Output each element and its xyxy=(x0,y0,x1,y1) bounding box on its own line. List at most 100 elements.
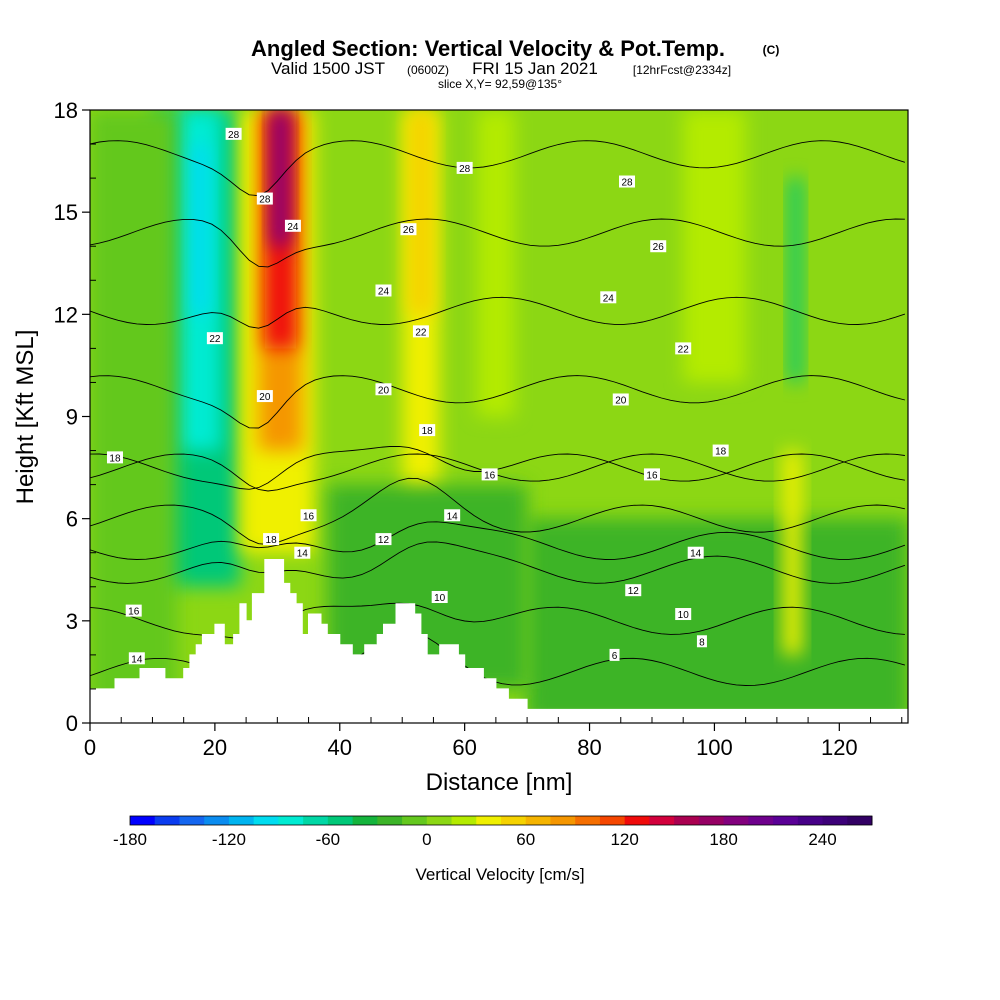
contour-label: 18 xyxy=(419,424,436,437)
contour-label-text: 18 xyxy=(715,447,727,458)
contour-label-text: 26 xyxy=(653,242,665,253)
colorbar-swatch xyxy=(402,816,428,825)
velocity-region xyxy=(527,518,908,723)
y-tick-label: 9 xyxy=(66,405,78,430)
contour-label: 14 xyxy=(128,652,145,665)
colorbar-swatch xyxy=(303,816,329,825)
colorbar-swatch xyxy=(847,816,873,825)
x-tick-label: 120 xyxy=(821,735,858,760)
contour-label-text: 12 xyxy=(378,535,390,546)
contour-label-text: 16 xyxy=(484,470,496,481)
colorbar-swatch xyxy=(525,816,551,825)
contour-label: 18 xyxy=(263,533,280,546)
contour-line xyxy=(90,375,906,429)
contour-label-box xyxy=(419,424,436,437)
contour-line xyxy=(90,541,906,584)
x-tick-label: 20 xyxy=(203,735,227,760)
contour-label: 16 xyxy=(300,509,317,522)
contour-label: 20 xyxy=(256,390,273,403)
contour-label-box xyxy=(375,284,392,297)
contour-label-box xyxy=(431,590,448,603)
contour-label-box xyxy=(256,390,273,403)
colorbar-swatch xyxy=(154,816,180,825)
contour-label-text: 18 xyxy=(422,426,434,437)
contour-label-text: 28 xyxy=(259,195,271,206)
colorbar-tick-label: 180 xyxy=(709,830,737,849)
contour-label-box xyxy=(687,546,704,559)
contour-label-text: 24 xyxy=(378,286,390,297)
contour-label: 26 xyxy=(650,240,667,253)
colorbar-swatch xyxy=(624,816,650,825)
colorbar-swatch xyxy=(476,816,502,825)
contour-label: 8 xyxy=(696,635,707,648)
contour-label-box xyxy=(675,342,692,355)
contour-line xyxy=(90,477,905,545)
y-tick-label: 6 xyxy=(66,507,78,532)
slice-info: slice X,Y= 92,59@135° xyxy=(438,77,562,91)
contour-label-text: 28 xyxy=(621,178,633,189)
x-tick-label: 0 xyxy=(84,735,96,760)
contour-label: 16 xyxy=(125,604,142,618)
velocity-region xyxy=(683,110,746,383)
contour-line xyxy=(90,140,906,197)
colorbar-swatch xyxy=(204,816,230,825)
contour-label-text: 18 xyxy=(109,453,121,464)
contour-label-box xyxy=(400,223,417,236)
x-tick-label: 40 xyxy=(328,735,352,760)
velocity-field xyxy=(90,110,908,723)
contour-label-text: 28 xyxy=(228,130,240,141)
contour-label-text: 14 xyxy=(131,654,143,665)
contour-label-text: 22 xyxy=(209,334,221,345)
velocity-region xyxy=(189,144,209,315)
contour-label-box xyxy=(375,383,392,396)
contour-label-text: 8 xyxy=(699,637,705,648)
contour-label: 14 xyxy=(687,546,704,560)
colorbar-tick-label: 60 xyxy=(516,830,535,849)
colorbar-swatch xyxy=(228,816,255,825)
contour-label: 10 xyxy=(675,608,692,621)
x-tick-label: 60 xyxy=(452,735,476,760)
plot-area: 28 28 24 22 20 18 18 16 14 16 14 28 26 24 22 20 18 16 14 12… xyxy=(90,110,908,723)
contour-label: 28 xyxy=(256,192,273,206)
colorbar-swatch xyxy=(179,816,205,825)
x-tick-label: 80 xyxy=(577,735,601,760)
contour-label-text: 22 xyxy=(678,344,690,355)
colorbar-tick-label: 0 xyxy=(422,830,431,849)
contour-label-text: 10 xyxy=(678,610,690,621)
contour-label-box xyxy=(225,127,242,140)
contour-label-text: 16 xyxy=(303,511,315,522)
contour-label: 20 xyxy=(375,383,392,396)
contour-label: 26 xyxy=(400,223,417,236)
contour-label-box xyxy=(612,393,629,406)
contour-label: 12 xyxy=(375,533,392,546)
colorbar-tick-label: -180 xyxy=(113,830,147,849)
colorbar-swatch xyxy=(649,816,675,825)
colorbar-swatch xyxy=(352,816,378,825)
colorbar-swatch xyxy=(550,816,576,825)
contour-label-box xyxy=(263,533,280,546)
contour-label: 14 xyxy=(444,509,461,522)
y-tick-label: 15 xyxy=(54,200,78,225)
forecast-info: [12hrFcst@2334z] xyxy=(633,63,731,77)
contour-label-text: 20 xyxy=(259,392,271,403)
contour-label-box xyxy=(294,546,311,559)
contour-label: 18 xyxy=(712,444,729,458)
colorbar-swatch xyxy=(773,816,799,825)
contour-label: 6 xyxy=(609,648,620,662)
contour-label-box xyxy=(643,468,660,481)
contour-line xyxy=(90,218,905,268)
contour-label-box xyxy=(128,652,145,665)
colorbar-frame xyxy=(129,815,873,826)
contour-label-box xyxy=(284,219,301,232)
contour-labels: 28 28 24 22 20 18 18 16 14 16 14 28 26 24 22 20 18 16 14 12… xyxy=(106,127,729,665)
contour-label-box xyxy=(125,604,142,617)
colorbar-tick-label: 120 xyxy=(610,830,638,849)
contour-label: 16 xyxy=(481,468,498,481)
valid-zulu: (0600Z) xyxy=(407,63,449,77)
contour-label-box xyxy=(256,192,273,205)
velocity-region xyxy=(408,110,434,315)
contour-label-text: 6 xyxy=(612,651,618,662)
contour-label-box xyxy=(619,175,636,188)
contour-label: 22 xyxy=(206,332,223,345)
contour-line xyxy=(90,296,906,329)
